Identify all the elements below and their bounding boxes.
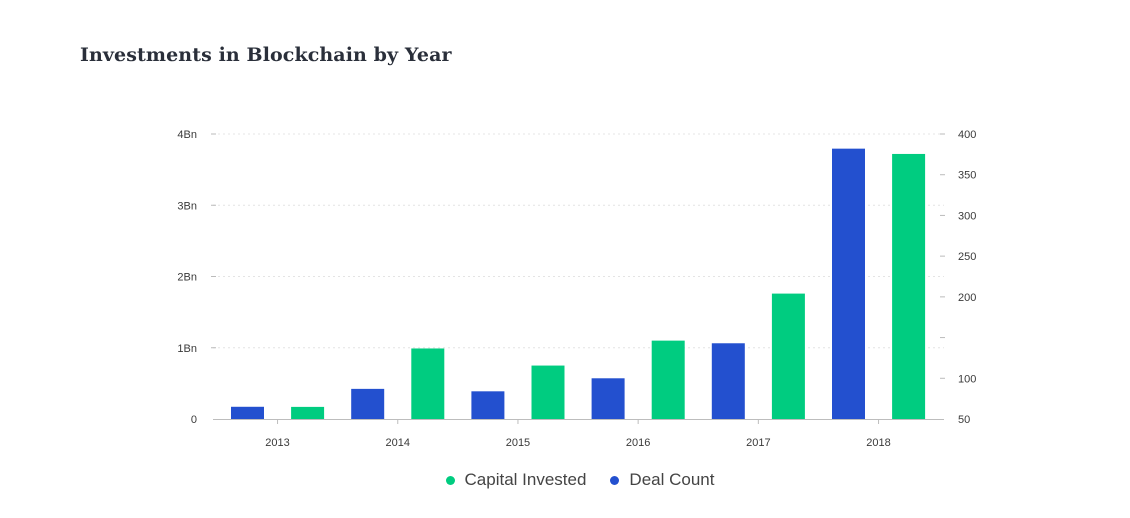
right-tick-label: 350 <box>958 170 976 182</box>
left-tick-label: 4Bn <box>177 129 197 141</box>
right-tick-label: 200 <box>958 292 976 304</box>
bar-deal-count-2018 <box>832 148 865 419</box>
right-tick-label: 50 <box>958 414 970 426</box>
bar-deal-count-2016 <box>591 378 625 419</box>
right-tick-label: 100 <box>958 373 976 385</box>
bar-capital-invested-2017 <box>771 293 805 419</box>
bar-capital-invested-2016 <box>651 340 685 419</box>
left-tick-label: 3Bn <box>177 200 197 212</box>
left-tick-label: 1Bn <box>177 343 197 355</box>
bar-capital-invested-2013 <box>291 406 325 419</box>
legend-dot-deal-count <box>610 475 620 485</box>
right-tick-label: 400 <box>958 129 976 141</box>
legend-item-capital-invested[interactable]: Capital Invested <box>445 470 587 490</box>
x-tick-label: 2013 <box>265 437 289 449</box>
bar-deal-count-2014 <box>351 388 385 419</box>
x-tick-label: 2018 <box>866 437 890 449</box>
bar-capital-invested-2015 <box>531 365 565 419</box>
x-axis: 2013 2014 2015 2016 2017 2018 <box>213 419 944 449</box>
right-axis: 50 100 200 250 300 350 400 <box>940 129 976 426</box>
x-tick-label: 2017 <box>746 437 770 449</box>
chart-title: Investments in Blockchain by Year <box>80 44 452 66</box>
x-tick-label: 2016 <box>626 437 650 449</box>
bars <box>231 148 926 419</box>
left-tick-label: 0 <box>191 414 197 426</box>
bar-deal-count-2017 <box>711 343 745 419</box>
legend-label-deal-count: Deal Count <box>629 470 715 489</box>
x-tick-label: 2014 <box>386 437 410 449</box>
left-axis: 0 1Bn 2Bn 3Bn 4Bn <box>177 129 216 426</box>
right-tick-label: 300 <box>958 210 976 222</box>
left-tick-label: 2Bn <box>177 272 197 284</box>
bar-capital-invested-2014 <box>411 348 445 419</box>
gridlines <box>213 133 944 349</box>
legend-label-capital-invested: Capital Invested <box>464 470 587 489</box>
bar-deal-count-2013 <box>231 406 264 419</box>
right-tick-label: 250 <box>958 251 976 263</box>
legend-dot-capital-invested <box>445 475 455 485</box>
legend-item-deal-count[interactable]: Deal Count <box>610 470 714 490</box>
x-tick-label: 2015 <box>506 437 530 449</box>
legend: Capital Invested Deal Count <box>0 470 1130 490</box>
bar-capital-invested-2018 <box>892 153 926 419</box>
bar-deal-count-2015 <box>471 391 505 419</box>
